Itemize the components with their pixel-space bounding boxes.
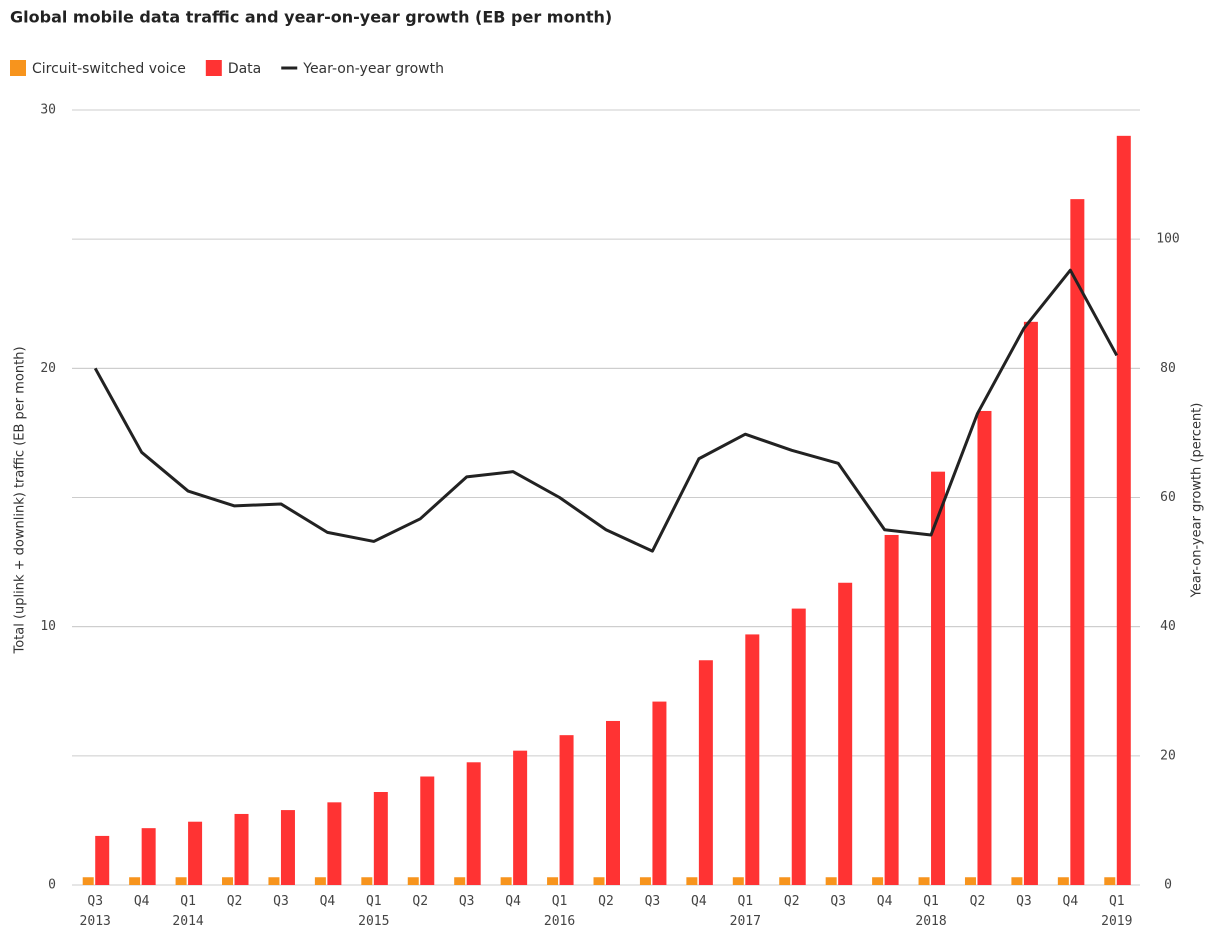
bar [95, 835, 110, 885]
bar [407, 877, 419, 885]
x-tick-label: Q2 [598, 894, 614, 909]
bar [175, 877, 187, 885]
x-tick-label: Q4 [133, 894, 150, 909]
bar [559, 735, 574, 885]
x-tick-label: Q2 [783, 894, 800, 909]
bar [1116, 135, 1131, 886]
bar [838, 582, 853, 885]
x-tick-label: Q2 [412, 894, 429, 909]
x-tick-label: Q3 [458, 894, 475, 909]
x-tick-label: Q3 [830, 894, 846, 909]
x-tick-label: Q3 [644, 894, 661, 909]
legend-label: Data [228, 61, 261, 77]
bar [779, 877, 791, 885]
bar [732, 877, 744, 885]
y-tick-label: 0 [48, 878, 56, 893]
legend-label: Year-on-year growth [302, 61, 444, 77]
bar [547, 877, 559, 885]
y2-tick-label: 0 [1164, 878, 1172, 893]
x-tick-label: Q3 [1016, 894, 1032, 909]
bar [327, 802, 342, 885]
x-tick-label: Q4 [505, 894, 521, 909]
bar [977, 410, 992, 885]
bar [964, 877, 976, 885]
bar [420, 776, 435, 885]
y-tick-label: 30 [40, 103, 56, 118]
bar [466, 762, 481, 885]
bar [234, 813, 249, 885]
bar [791, 608, 806, 885]
bar [606, 720, 620, 885]
x-tick-label: Q1 2016 [543, 894, 576, 929]
bar [639, 877, 651, 885]
bar [698, 660, 713, 885]
bar [686, 877, 698, 885]
bar [1104, 877, 1116, 885]
bar [222, 877, 234, 885]
bar [918, 877, 930, 885]
y-axis-label: Total (uplink + downlink) traffic (EB pe… [13, 346, 28, 654]
bar [745, 634, 760, 885]
bar [373, 792, 388, 885]
bar [500, 877, 512, 885]
x-tick-label: Q1 2015 [358, 894, 390, 929]
x-tick-label: Q1 2017 [729, 894, 761, 929]
x-tick-label: Q4 [876, 894, 893, 909]
bar [361, 877, 373, 885]
line [93, 268, 1119, 553]
bar [314, 877, 326, 885]
x-tick-label: Q1 2014 [172, 894, 204, 929]
y2-tick-label: 20 [1160, 748, 1176, 763]
bar [1023, 321, 1038, 885]
bar [141, 828, 156, 885]
bar [82, 877, 94, 885]
x-tick-label: Q1 2018 [915, 894, 947, 929]
x-tick-label: Q4 [691, 894, 707, 909]
bar [931, 471, 946, 885]
bar [188, 821, 203, 885]
x-tick-label: Q3 2013 [79, 894, 111, 929]
legend-swatch [10, 60, 26, 76]
x-tick-label: Q3 [273, 894, 289, 909]
bar [872, 877, 884, 885]
y2-tick-label: 100 [1156, 232, 1179, 247]
y-tick-label: 20 [40, 361, 56, 376]
chart-title: Global mobile data traffic and year-on-y… [10, 8, 612, 27]
x-tick-label: Q4 [1062, 894, 1079, 909]
x-tick-label: Q4 [319, 894, 336, 909]
bar [513, 750, 528, 885]
bar [825, 877, 837, 885]
bar [593, 877, 605, 885]
bar [454, 877, 466, 885]
y2-tick-label: 80 [1160, 361, 1176, 376]
bar [652, 701, 667, 885]
bar [1057, 877, 1069, 885]
y2-tick-label: 60 [1160, 490, 1176, 505]
bar [1011, 877, 1023, 885]
x-tick-label: Q2 [226, 894, 243, 909]
bar [129, 877, 141, 885]
legend-swatch [205, 60, 222, 76]
y2-tick-label: 40 [1160, 619, 1176, 634]
legend-label: Circuit-switched voice [32, 61, 186, 77]
x-tick-label: Q2 [969, 894, 986, 909]
bar [884, 534, 899, 885]
y2-axis-label: Year-on-year growth (percent) [1190, 403, 1205, 599]
bar [280, 810, 295, 885]
x-tick-label: Q1 2019 [1101, 894, 1133, 929]
bar [268, 877, 280, 885]
y-tick-label: 10 [40, 619, 56, 634]
bar [1070, 199, 1085, 885]
